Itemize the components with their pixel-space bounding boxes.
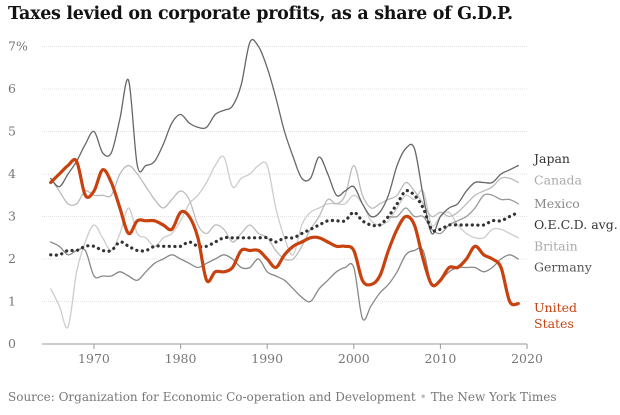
y-tick-label: 2 [8,251,16,266]
series-line-mexico [387,193,519,235]
y-axis-tick-labels: 0 1 2 3 4 5 6 7% [8,39,28,352]
series-labels: Japan Canada Mexico O.E.C.D. avg. Britain Ger… [532,151,618,331]
label-germany: Germany [534,260,593,275]
label-canada: Canada [534,172,583,187]
x-tick-label: 1980 [165,351,197,366]
label-britain: Britain [534,238,578,253]
label-o-e-c-d-avg: O.E.C.D. avg. [534,217,618,232]
y-tick-label: 6 [8,81,16,96]
x-tick-label: 2020 [511,351,543,366]
label-mexico: Mexico [534,196,580,211]
y-tick-label: 1 [8,294,16,309]
x-axis-tick-labels: 1970 1980 1990 2000 2010 2020 [78,344,543,366]
label-united-states: United States [534,300,577,331]
x-tick-label: 1990 [251,351,283,366]
y-tick-label: 0 [8,336,16,351]
y-tick-label: 7% [8,39,28,54]
chart-title: Taxes levied on corporate profits, as a … [8,4,513,24]
separator-dot: • [419,390,427,404]
x-tick-label: 2000 [338,351,370,366]
x-tick-label: 2010 [424,351,456,366]
series-line-canada [50,164,519,261]
series-line-o-e-c-d-avg [49,189,520,257]
y-tick-label: 5 [8,124,16,139]
y-tick-label: 4 [8,166,16,181]
credit: The New York Times [430,390,557,404]
series-line-united-states [49,157,520,307]
series-lines [49,39,520,329]
footer: Source: Organization for Economic Co-ope… [8,390,556,404]
series-line-japan [50,39,519,235]
y-tick-label: 3 [8,209,16,224]
label-japan: Japan [532,151,570,166]
source-note: Source: Organization for Economic Co-ope… [8,390,416,404]
x-tick-label: 1970 [78,351,110,366]
